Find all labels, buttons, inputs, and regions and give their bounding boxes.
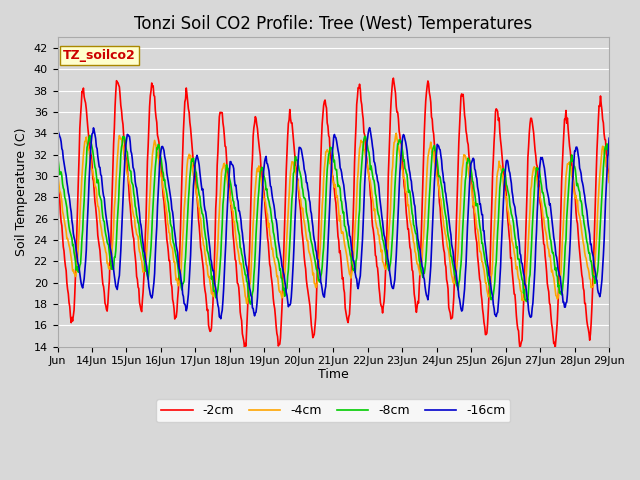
Y-axis label: Soil Temperature (C): Soil Temperature (C) — [15, 128, 28, 256]
-8cm — [269, 229, 277, 235]
X-axis label: Time: Time — [318, 368, 349, 381]
-16cm — [248, 294, 255, 300]
-8cm — [422, 247, 430, 253]
-2cm — [54, 175, 61, 180]
-2cm — [516, 346, 524, 351]
Line: -2cm: -2cm — [58, 78, 609, 348]
-16cm — [221, 270, 228, 276]
-4cm — [392, 131, 400, 136]
-16cm — [217, 316, 225, 322]
Line: -8cm: -8cm — [58, 135, 609, 304]
-4cm — [54, 178, 61, 183]
-2cm — [220, 125, 227, 131]
-4cm — [118, 141, 126, 147]
-2cm — [247, 194, 255, 200]
Title: Tonzi Soil CO2 Profile: Tree (West) Temperatures: Tonzi Soil CO2 Profile: Tree (West) Temp… — [134, 15, 532, 33]
-8cm — [248, 290, 256, 296]
-8cm — [119, 133, 127, 139]
-4cm — [391, 139, 399, 144]
-2cm — [268, 278, 276, 284]
-4cm — [248, 252, 255, 258]
-8cm — [605, 152, 613, 158]
-2cm — [605, 171, 613, 177]
-8cm — [246, 301, 254, 307]
-8cm — [221, 183, 228, 189]
-8cm — [392, 173, 399, 179]
-16cm — [605, 135, 613, 141]
-4cm — [422, 180, 430, 185]
Line: -16cm: -16cm — [58, 128, 609, 319]
-2cm — [391, 85, 399, 91]
-16cm — [392, 265, 399, 271]
-2cm — [118, 117, 126, 122]
-16cm — [366, 125, 374, 131]
-4cm — [243, 301, 250, 307]
-2cm — [390, 75, 397, 81]
-2cm — [422, 98, 429, 104]
-16cm — [422, 292, 430, 298]
-8cm — [86, 132, 93, 138]
Text: TZ_soilco2: TZ_soilco2 — [63, 49, 136, 62]
-16cm — [269, 196, 276, 202]
-16cm — [54, 135, 61, 141]
Legend: -2cm, -4cm, -8cm, -16cm: -2cm, -4cm, -8cm, -16cm — [156, 399, 510, 422]
-4cm — [220, 161, 227, 167]
-4cm — [605, 180, 613, 185]
-4cm — [269, 246, 276, 252]
-8cm — [54, 151, 61, 157]
Line: -4cm: -4cm — [58, 133, 609, 304]
-16cm — [118, 213, 126, 218]
